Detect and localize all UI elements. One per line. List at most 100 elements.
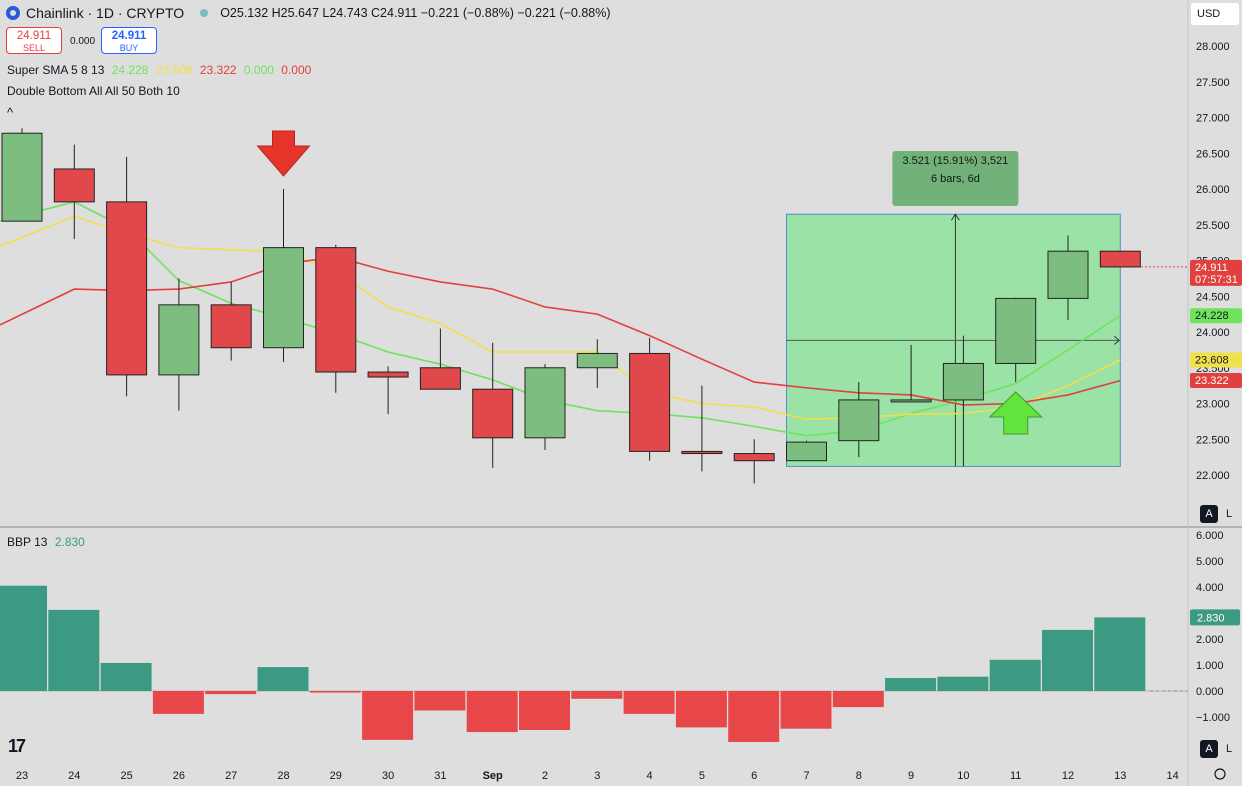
collapse-legend-icon[interactable]: ^ [7, 105, 14, 120]
bbp-bar [1042, 629, 1093, 691]
x-tick-label: 29 [330, 770, 342, 782]
bbp-bar [414, 691, 466, 711]
candle [367, 366, 409, 415]
bbp-bar [885, 678, 937, 691]
x-tick-label: 6 [751, 770, 757, 782]
x-tick-label: 7 [803, 770, 809, 782]
auto-scale-button[interactable]: A [1200, 505, 1218, 523]
bbp-tick-label: 5.000 [1196, 556, 1224, 568]
candle-body [524, 367, 566, 439]
candle-body [315, 247, 357, 373]
sma-value-extra-2: 0.000 [281, 63, 312, 77]
bbp-bar [519, 691, 570, 730]
x-tick-label: 24 [68, 770, 80, 782]
price-tick-label: 22.500 [1196, 434, 1230, 446]
price-axis-label-bg [1190, 352, 1242, 368]
candle [158, 278, 200, 411]
sma-name: Super SMA 5 8 13 [7, 63, 105, 77]
spread-value: 0.000 [70, 36, 96, 47]
price-axis-countdown: 07:57:31 [1195, 274, 1238, 286]
buy-label: BUY [119, 43, 139, 53]
bbp-last-label-bg [1190, 609, 1240, 626]
price-tick-label: 24.000 [1196, 327, 1230, 339]
candle [890, 344, 932, 403]
price-tick-label: 24.500 [1196, 291, 1230, 303]
bbp-bar [100, 662, 152, 691]
bbp-tick-label: 6.000 [1196, 530, 1224, 542]
price-axis-label: 24.911 [1195, 262, 1228, 274]
candle [315, 244, 357, 393]
buy-price: 24.911 [111, 30, 147, 42]
sma-value-5: 24.228 [111, 63, 149, 77]
x-tick-label: 14 [1166, 770, 1178, 782]
bbp-bar [257, 667, 309, 691]
candle-body [1047, 250, 1089, 299]
market-status-icon [200, 9, 209, 17]
candle [995, 297, 1037, 383]
bbp-tick-label: 2.000 [1196, 634, 1224, 646]
log-scale-button[interactable]: L [1225, 508, 1233, 520]
bbp-bar [623, 691, 675, 714]
bbp-bar [989, 659, 1041, 691]
x-tick-label: 13 [1114, 770, 1126, 782]
bbp-tick-label: 0.000 [1196, 686, 1224, 698]
settings-gear-icon [1214, 768, 1226, 780]
x-tick-label: 3 [594, 770, 600, 782]
pattern-legend[interactable]: Double Bottom All All 50 Both 10 [7, 84, 180, 98]
candle [1, 128, 43, 222]
x-tick-label: 12 [1062, 770, 1074, 782]
x-tick-label: 8 [856, 770, 862, 782]
price-axis-label: 24.228 [1195, 310, 1229, 322]
sma-value-extra-1: 0.000 [243, 63, 274, 77]
price-tick-label: 27.000 [1196, 113, 1230, 125]
price-tick-label: 27.500 [1196, 77, 1230, 89]
measure-label-box [892, 151, 1019, 206]
buy-button[interactable]: 24.911 BUY [101, 27, 157, 54]
symbol-title[interactable]: Chainlink · 1D · CRYPTO [26, 5, 185, 21]
candle-body [890, 399, 932, 403]
bbp-tick-label: 4.000 [1196, 582, 1224, 594]
x-tick-label: 2 [542, 770, 548, 782]
sma-value-8: 23.608 [155, 63, 193, 77]
tradingview-logo-icon: 17 [8, 736, 26, 756]
candle [733, 439, 775, 484]
price-axis-label: 23.608 [1195, 355, 1229, 367]
candle [942, 335, 984, 467]
bbp-legend[interactable]: BBP 13 2.830 [7, 535, 85, 549]
buy-signal-arrow-icon [988, 391, 1043, 435]
auto-scale-button-lower[interactable]: A [1200, 740, 1218, 758]
sell-signal-arrow-icon [256, 130, 311, 177]
candle-body [106, 201, 148, 376]
candle-body [995, 297, 1037, 364]
candle [419, 328, 461, 390]
x-tick-label: 4 [647, 770, 653, 782]
bbp-bar [675, 691, 727, 728]
bbp-bar [362, 691, 414, 740]
sell-label: SELL [22, 43, 46, 53]
bbp-bar [466, 691, 518, 733]
x-tick-label: 28 [277, 770, 289, 782]
sma-line-sma-5 [0, 201, 1121, 437]
bbp-bar [728, 691, 780, 742]
currency-select[interactable]: USD [1191, 3, 1239, 25]
candle [263, 189, 304, 363]
candle [838, 382, 880, 458]
x-tick-label: 26 [173, 770, 185, 782]
sma-legend[interactable]: Super SMA 5 8 13 24.228 23.608 23.322 0.… [7, 63, 311, 77]
price-axis-label-bg [1190, 372, 1242, 388]
candle-body [838, 399, 880, 442]
candle-body [629, 352, 671, 452]
log-scale-button-lower[interactable]: L [1225, 743, 1233, 755]
sell-button[interactable]: 24.911 SELL [6, 27, 62, 54]
bbp-last-label: 2.830 [1197, 612, 1225, 624]
candle-body [681, 450, 723, 455]
candle [1047, 235, 1089, 320]
candle-body [1099, 250, 1141, 268]
candle [210, 281, 252, 361]
candle-body [158, 304, 200, 376]
price-tick-label: 25.500 [1196, 220, 1230, 232]
candle-body [786, 441, 827, 462]
candle [786, 440, 827, 462]
candle-body [263, 247, 304, 349]
